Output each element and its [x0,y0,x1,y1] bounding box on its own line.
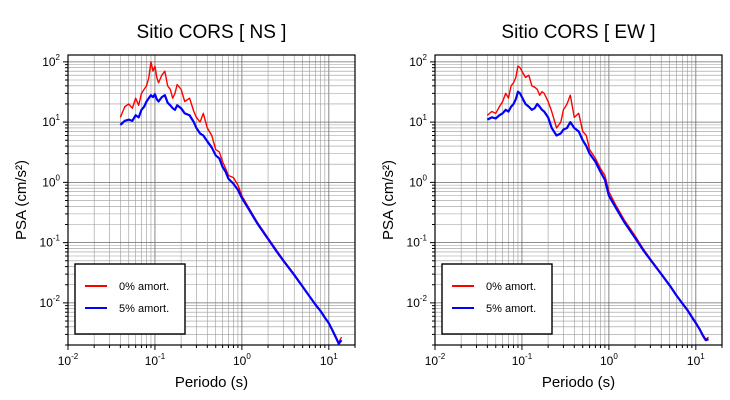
x-tick-label: 100 [233,352,251,368]
x-tick-label: 10-1 [512,352,533,368]
y-tick-label: 10-1 [40,234,61,250]
x-tick-label: 101 [687,352,705,368]
legend-label: 0% amort. [486,281,536,293]
x-axis-label: Periodo (s) [542,374,615,391]
legend-box [441,263,553,335]
chart-panel-2: 10-2 10-1 100 101 10-2 10-1 100 101 102 Sitio COR… [380,22,723,391]
x-tick-label: 100 [600,352,618,368]
x-tick-label: 101 [320,352,338,368]
legend: 0% amort. 5% amort. [441,263,553,335]
x-tick-label: 10-2 [58,352,79,368]
y-tick-label: 101 [42,113,60,129]
tick-marks [430,61,723,350]
legend-label: 5% amort. [486,303,536,315]
series-line-blue [486,90,709,342]
series-group [119,61,343,345]
chart-title: Sitio CORS [ EW ] [501,22,655,43]
x-tick-label: 10-1 [145,352,166,368]
plot-frame [434,54,723,346]
legend-box [74,263,186,335]
chart-panel-1: 10-2 10-1 100 101 10-2 10-1 100 101 102 Sitio COR… [13,22,356,391]
y-tick-label: 100 [409,173,427,189]
y-tick-label: 102 [42,53,60,69]
y-tick-label: 10-2 [40,294,61,310]
x-axis-label: Periodo (s) [175,374,248,391]
legend-label: 5% amort. [119,303,169,315]
chart-title: Sitio CORS [ NS ] [137,22,287,43]
y-axis-label: PSA (cm/s²) [13,160,30,240]
y-tick-label: 10-1 [407,234,428,250]
x-tick-label: 10-2 [425,352,446,368]
y-tick-label: 10-2 [407,294,428,310]
y-axis-label: PSA (cm/s²) [380,160,397,240]
series-group [486,65,709,342]
series-line-blue [119,93,343,345]
y-tick-label: 101 [409,113,427,129]
plot-frame [67,54,356,346]
y-tick-label: 102 [409,53,427,69]
y-tick-label: 100 [42,173,60,189]
legend-label: 0% amort. [119,281,169,293]
legend: 0% amort. 5% amort. [74,263,186,335]
tick-marks [63,61,356,350]
